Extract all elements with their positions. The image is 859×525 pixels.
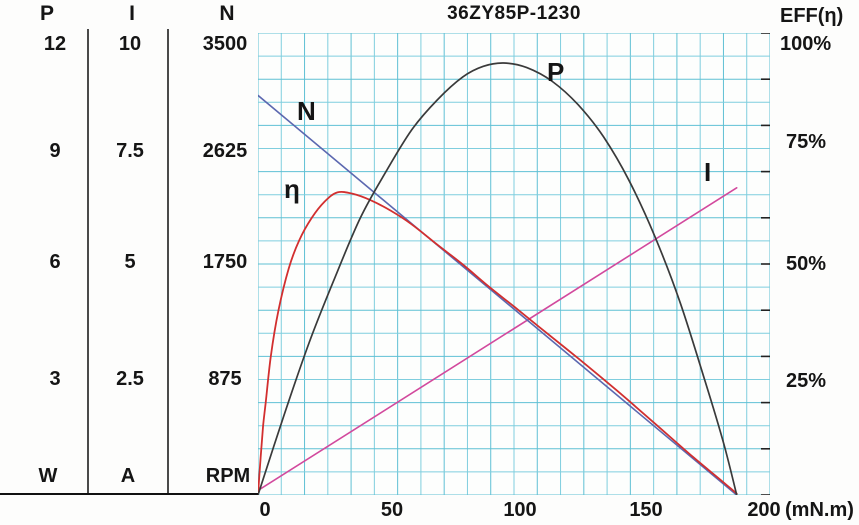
eff-label-75: 75% bbox=[786, 131, 827, 153]
curve-label-power: P bbox=[547, 57, 565, 87]
axis-unit-watts: W bbox=[38, 465, 58, 487]
axis-value-n2: 2625 bbox=[202, 140, 248, 162]
curve-eta bbox=[257, 190, 738, 496]
curve-N bbox=[257, 94, 738, 496]
curve-label-speed: N bbox=[297, 96, 316, 126]
axis-value-p2: 9 bbox=[49, 140, 61, 162]
curve-label-efficiency: η bbox=[284, 174, 300, 204]
x-tick-200: 200 bbox=[747, 499, 781, 521]
axis-value-p3: 6 bbox=[49, 251, 61, 273]
axis-unit-amps: A bbox=[120, 465, 136, 487]
axis-value-i4: 2.5 bbox=[116, 368, 144, 390]
axis-value-p1: 12 bbox=[43, 33, 67, 55]
axis-value-i1: 10 bbox=[118, 33, 142, 55]
curve-P bbox=[257, 62, 738, 496]
axis-value-p4: 3 bbox=[49, 368, 61, 390]
axis-value-i3: 5 bbox=[124, 251, 136, 273]
axis-unit-rpm: RPM bbox=[205, 465, 251, 487]
axis-value-i2: 7.5 bbox=[116, 140, 144, 162]
efficiency-axis-title: EFF(η) bbox=[780, 5, 844, 27]
x-axis-unit: (mN.m) bbox=[785, 499, 854, 521]
axis-value-n3: 1750 bbox=[202, 251, 248, 273]
left-baseline bbox=[0, 493, 259, 495]
eff-label-50: 50% bbox=[786, 253, 827, 275]
x-tick-50: 50 bbox=[380, 499, 404, 521]
axis-value-n4: 875 bbox=[208, 368, 242, 390]
axis-value-n1: 3500 bbox=[202, 33, 248, 55]
column-divider-1 bbox=[87, 29, 89, 494]
x-tick-100: 100 bbox=[503, 499, 537, 521]
axis-header-speed: N bbox=[219, 2, 235, 25]
curve-I bbox=[257, 187, 738, 492]
plot-area bbox=[257, 32, 771, 496]
x-tick-0: 0 bbox=[259, 499, 271, 521]
curves-canvas bbox=[257, 32, 771, 496]
eff-label-25: 25% bbox=[786, 370, 827, 392]
x-tick-150: 150 bbox=[629, 499, 663, 521]
eff-label-100: 100% bbox=[780, 33, 832, 55]
column-divider-2 bbox=[167, 29, 169, 494]
curve-label-current: I bbox=[704, 157, 712, 187]
axis-header-current: I bbox=[129, 2, 135, 25]
chart-title: 36ZY85P-1230 bbox=[447, 3, 581, 24]
axis-header-power: P bbox=[39, 2, 54, 25]
